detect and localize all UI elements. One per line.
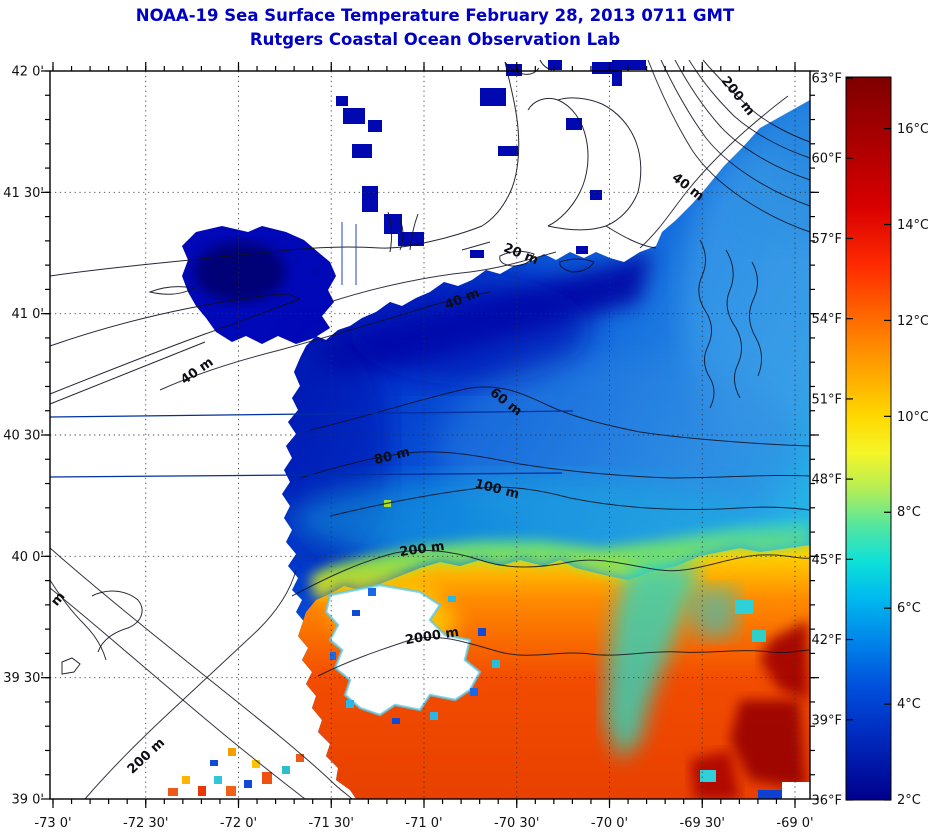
lon-label: -69 30'	[680, 816, 725, 831]
contour-label-20m: 20 m	[501, 241, 540, 268]
contour-label-200m-sw: 200 m	[125, 735, 168, 777]
lon-label: -69 0'	[776, 816, 813, 831]
cbar-c-label: 14°C	[897, 218, 928, 233]
lon-label: -72 0'	[220, 816, 257, 831]
water-tone-overlays	[194, 105, 810, 570]
cbar-c-label: 12°C	[897, 314, 928, 329]
lat-label: 40 30'	[3, 429, 44, 444]
colorbar-gradient	[845, 76, 892, 801]
cbar-c-label: 10°C	[897, 410, 928, 425]
graticule	[50, 71, 810, 799]
latitude-axis: 42 0' 41 30' 41 0' 40 30' 40 0' 39 30' 3…	[3, 65, 44, 808]
contour-label-200m-ne: 200 m	[718, 74, 758, 119]
cbar-f-label: 36°F	[811, 794, 842, 809]
bathymetry-contours	[49, 59, 811, 800]
title-block: NOAA-19 Sea Surface Temperature February…	[0, 4, 870, 52]
cbar-c-label: 16°C	[897, 122, 928, 137]
cold-bay-patches	[292, 60, 646, 276]
lat-label: 39 0'	[11, 793, 44, 808]
cbar-c-label: 2°C	[897, 793, 921, 808]
axis-ticks	[41, 62, 891, 808]
pixel-speckles	[168, 500, 810, 799]
transect-lines	[49, 222, 574, 478]
cbar-f-label: 63°F	[811, 72, 842, 87]
contour-label-40m-w: 40 m	[178, 355, 216, 388]
contour-label-200m-mid: 200 m	[399, 539, 446, 560]
lon-label: -73 0'	[34, 816, 71, 831]
map-subtitle: Rutgers Coastal Ocean Observation Lab	[249, 29, 621, 49]
cbar-f-label: 60°F	[811, 152, 842, 167]
cbar-c-label: 8°C	[897, 505, 921, 520]
cbar-f-label: 54°F	[811, 312, 842, 327]
cbar-c-label: 6°C	[897, 601, 921, 616]
cloud-gap	[324, 583, 482, 717]
colorbar-fahrenheit-labels: 63°F 60°F 57°F 54°F 51°F 48°F 45°F 42°F …	[811, 72, 842, 809]
cbar-f-label: 42°F	[811, 633, 842, 648]
lon-label: -70 30'	[494, 816, 539, 831]
cbar-c-label: 4°C	[897, 697, 921, 712]
lon-label: -71 0'	[405, 816, 442, 831]
lon-label: -70 0'	[591, 816, 628, 831]
lat-label: 41 0'	[11, 307, 44, 322]
lat-label: 41 30'	[3, 186, 44, 201]
cbar-f-label: 51°F	[811, 392, 842, 407]
lat-label: 42 0'	[11, 65, 44, 80]
colorbar-celsius-labels: 16°C 14°C 12°C 10°C 8°C 6°C 4°C 2°C	[897, 122, 928, 808]
cbar-f-label: 39°F	[811, 713, 842, 728]
longitude-axis: -73 0' -72 30' -72 0' -71 30' -71 0' -70…	[34, 816, 813, 831]
cbar-f-label: 57°F	[811, 232, 842, 247]
lat-label: 40 0'	[11, 550, 44, 565]
cbar-f-label: 45°F	[811, 553, 842, 568]
lon-label: -72 30'	[123, 816, 168, 831]
contour-label-m-partial: m	[48, 589, 68, 609]
lat-label: 39 30'	[3, 671, 44, 686]
sst-field	[168, 60, 810, 799]
map-title: NOAA-19 Sea Surface Temperature February…	[135, 6, 735, 25]
cbar-f-label: 48°F	[811, 473, 842, 488]
colorbar: 63°F 60°F 57°F 54°F 51°F 48°F 45°F 42°F …	[811, 72, 928, 809]
lon-label: -71 30'	[309, 816, 354, 831]
coastlines	[49, 59, 657, 675]
